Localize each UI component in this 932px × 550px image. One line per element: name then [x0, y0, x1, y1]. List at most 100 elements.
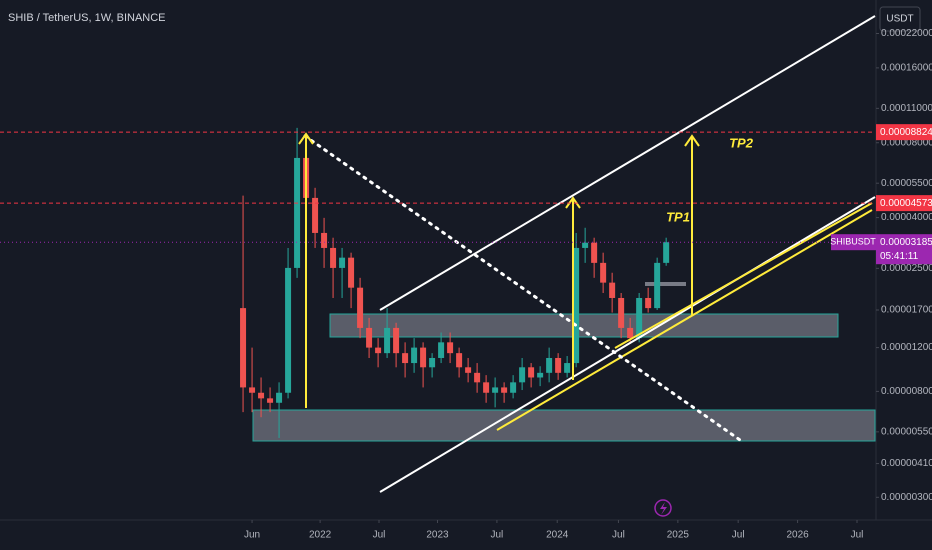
- y-tick-label: 0.00001700: [881, 305, 932, 316]
- candle-body: [618, 297, 625, 328]
- chart-title: SHIB / TetherUS, 1W, BINANCE: [8, 12, 166, 24]
- y-tick-label: 0.00016000: [881, 63, 932, 74]
- y-tick-label: 0.00008000: [881, 137, 932, 148]
- candle-body: [411, 347, 418, 364]
- candle-body: [627, 327, 634, 339]
- candle-body: [384, 327, 391, 354]
- x-tick-label: Jul: [612, 530, 625, 541]
- dotted-trend-line: [303, 134, 742, 442]
- channel-line: [379, 15, 876, 311]
- candle-body: [546, 357, 553, 373]
- symbol-box: [831, 234, 876, 251]
- arrow: [684, 134, 700, 316]
- x-tick-label: Jul: [851, 530, 864, 541]
- candle-body: [573, 247, 580, 364]
- symbol-label: SHIBUSDT: [830, 237, 876, 247]
- candle-body: [393, 327, 400, 354]
- event-icon[interactable]: [654, 499, 672, 517]
- x-tick-label: 2022: [309, 530, 332, 541]
- candle-body: [483, 382, 490, 393]
- candle-body: [555, 357, 562, 373]
- candle-body: [375, 347, 382, 354]
- candle-body: [438, 342, 445, 358]
- candle-body: [249, 387, 256, 393]
- candle-body: [321, 232, 328, 248]
- channel-line: [379, 196, 876, 493]
- candle-body: [276, 392, 283, 403]
- event-icon-bolt: [660, 502, 667, 515]
- y-tick-label: 0.00022000: [881, 28, 932, 39]
- y-tick-label: 0.00000550: [881, 426, 932, 437]
- candle-body: [357, 287, 364, 328]
- candle-body: [294, 157, 301, 268]
- candle-body: [519, 367, 526, 383]
- arrow: [298, 132, 314, 408]
- candle-body: [645, 297, 652, 309]
- y-tick-label: 0.00001200: [881, 342, 932, 353]
- x-tick-label: 2024: [546, 530, 569, 541]
- x-tick-label: Jun: [244, 530, 260, 541]
- candle-body: [330, 247, 337, 268]
- candle-body: [600, 262, 607, 283]
- x-tick-label: 2023: [426, 530, 449, 541]
- candle-body: [582, 242, 589, 248]
- last-price-label: 0.00003185: [880, 237, 932, 248]
- x-tick-label: Jul: [373, 530, 386, 541]
- y-tick-label: 0.00002500: [881, 263, 932, 274]
- candle-body: [654, 262, 661, 309]
- candle-body: [501, 387, 508, 393]
- candle-body: [456, 353, 463, 368]
- arrow: [565, 196, 581, 380]
- countdown-label: 05:41:11: [880, 251, 919, 262]
- price-label-box: [876, 124, 932, 141]
- last-price-box: [876, 234, 932, 265]
- candle-body: [267, 398, 274, 403]
- drawings: [252, 282, 876, 442]
- price-label: 0.00004573: [880, 198, 932, 209]
- currency-button[interactable]: [879, 6, 921, 32]
- zone: [645, 282, 686, 286]
- candle-body: [663, 242, 670, 263]
- y-tick-label: 0.00005500: [881, 178, 932, 189]
- candle-body: [348, 257, 355, 288]
- candle-body: [609, 282, 616, 298]
- candle-body: [591, 242, 598, 263]
- candle-body: [447, 342, 454, 354]
- candle-body: [636, 297, 643, 339]
- candle-body: [492, 387, 499, 393]
- y-tick-label: 0.00000300: [881, 492, 932, 503]
- x-tick-label: 2026: [786, 530, 809, 541]
- zone: [252, 409, 876, 442]
- price-label-box: [876, 195, 932, 212]
- candle-body: [312, 197, 319, 233]
- candle-body: [510, 382, 517, 393]
- y-tick-label: 0.00000410: [881, 458, 932, 469]
- price-label: 0.00008824: [880, 127, 932, 138]
- trend-line: [496, 209, 873, 431]
- candle-body: [537, 372, 544, 378]
- candle-body: [528, 367, 535, 378]
- zone: [329, 313, 839, 338]
- candle-body: [420, 347, 427, 368]
- candle-body: [564, 363, 571, 373]
- annotation: TP1: [666, 209, 690, 224]
- annotation: TP2: [729, 135, 754, 150]
- candle-body: [258, 392, 265, 399]
- y-tick-label: 0.00004000: [881, 212, 932, 223]
- candle-body: [402, 353, 409, 364]
- x-tick-label: Jul: [732, 530, 745, 541]
- candle-body: [366, 327, 373, 348]
- candle-body: [474, 372, 481, 383]
- x-tick-label: 2025: [667, 530, 690, 541]
- candle-body: [339, 257, 346, 268]
- drawings: [298, 15, 876, 517]
- y-tick-label: 0.00000800: [881, 386, 932, 397]
- candle-body: [429, 357, 436, 368]
- y-tick-label: 0.00011000: [881, 103, 932, 114]
- candle-body: [240, 308, 247, 388]
- x-tick-label: Jul: [491, 530, 504, 541]
- trend-line: [614, 202, 873, 349]
